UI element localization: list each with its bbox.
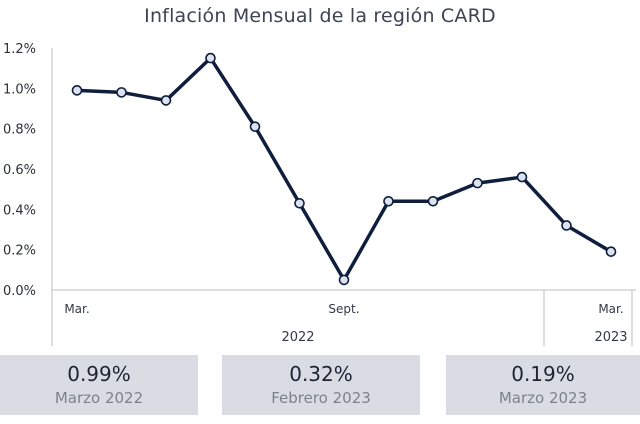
data-point — [116, 87, 127, 98]
y-tick-label: 1.0% — [3, 82, 36, 97]
data-point — [71, 85, 83, 96]
data-point — [205, 52, 216, 64]
data-point — [561, 220, 572, 231]
card-label: Febrero 2023 — [271, 389, 371, 407]
card-value: 0.32% — [289, 362, 353, 386]
data-point — [249, 121, 261, 132]
series-line — [75, 56, 613, 282]
card-label: Marzo 2022 — [54, 389, 144, 407]
x-tick-label: Mar. — [64, 302, 89, 316]
data-point — [338, 274, 350, 286]
y-tick-label: 0.4% — [3, 203, 36, 218]
y-tick-label: 0.0% — [3, 284, 36, 299]
card-value: 0.19% — [511, 362, 575, 386]
y-tick-label: 1.2% — [3, 42, 36, 57]
y-tick-label: 0.6% — [3, 163, 36, 178]
x-tick-label: Mar. — [598, 302, 623, 316]
y-tick-label: 0.2% — [3, 244, 36, 259]
card-label: Marzo 2023 — [498, 389, 588, 407]
x-year-label: 2022 — [281, 330, 314, 345]
data-point — [160, 95, 172, 106]
data-point — [605, 246, 617, 257]
data-point — [294, 197, 305, 209]
line-chart: 0.0% 0.2% 0.4% 0.6% 0.8% 1.0% 1.2% Mar. Sept. Mar… — [3, 42, 636, 346]
summary-card-marzo-2023: 0.19% Marzo 2023 — [446, 355, 640, 415]
y-tick-label: 0.8% — [3, 123, 36, 138]
card-value: 0.99% — [67, 362, 131, 386]
chart-title: Inflación Mensual de la región CARD — [144, 5, 496, 27]
data-point — [516, 171, 528, 183]
x-year-label: 2023 — [594, 330, 627, 345]
summary-card-febrero-2023: 0.32% Febrero 2023 — [222, 355, 420, 415]
data-point — [472, 177, 483, 189]
data-point — [383, 195, 394, 207]
summary-card-marzo-2022: 0.99% Marzo 2022 — [0, 355, 198, 415]
x-tick-label: Sept. — [328, 302, 359, 316]
data-point — [427, 195, 439, 207]
